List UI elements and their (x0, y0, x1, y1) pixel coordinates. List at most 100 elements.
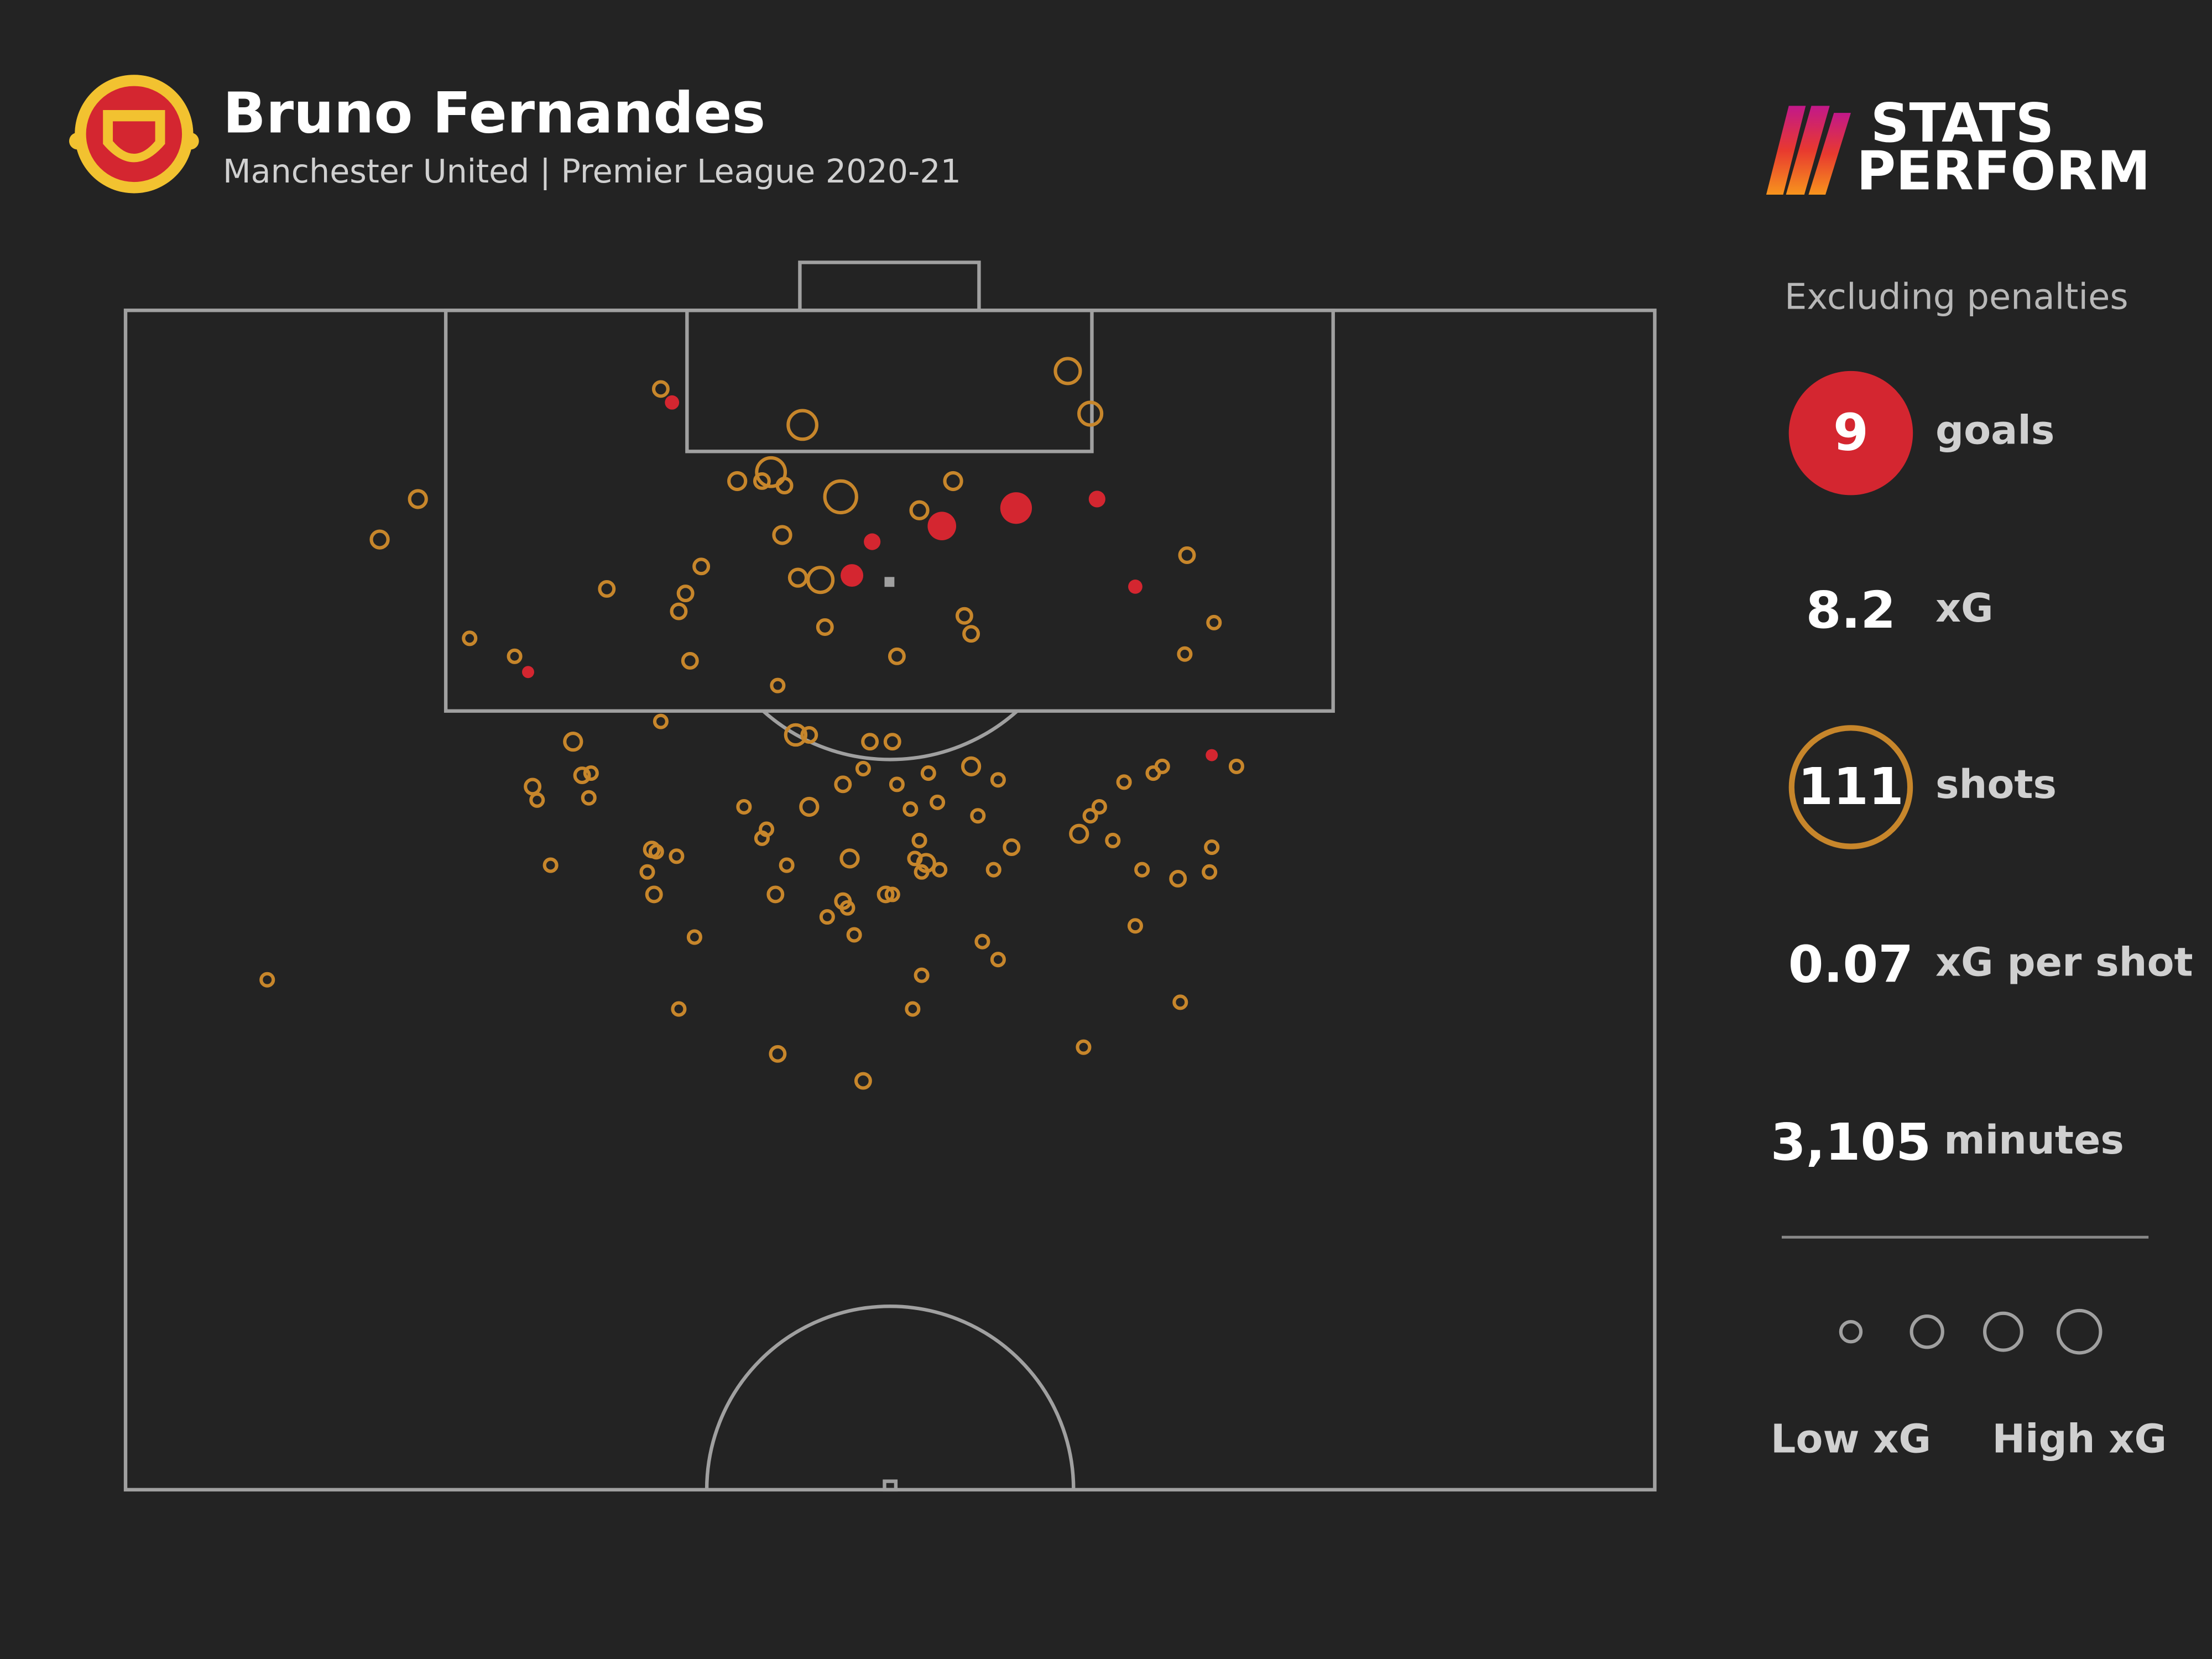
legend-size (1910, 1314, 1944, 1349)
goal-shot (1206, 749, 1218, 761)
legend-size (1839, 1319, 1863, 1344)
pitch (123, 260, 1657, 1492)
shot (1076, 1039, 1092, 1055)
shot (775, 477, 794, 495)
shot (542, 857, 559, 873)
shot (583, 765, 599, 781)
shot (1116, 774, 1132, 790)
shot (1105, 832, 1121, 848)
legend-size (1983, 1311, 2023, 1352)
shot (854, 1072, 872, 1090)
shot (1091, 799, 1107, 815)
shot (888, 647, 906, 665)
shot (686, 929, 702, 945)
shot (670, 602, 688, 620)
shot (962, 625, 980, 643)
shot (529, 792, 545, 808)
shot (639, 864, 655, 880)
brand-line: STATS (1871, 92, 2054, 154)
shot (1204, 839, 1220, 855)
shot (369, 529, 390, 550)
shot (1053, 357, 1082, 385)
goals-badge (1788, 371, 1913, 495)
shot (786, 409, 818, 441)
shot (1127, 918, 1143, 934)
shot (770, 677, 786, 693)
shot (974, 933, 990, 950)
shot (462, 630, 478, 646)
shot (884, 886, 900, 902)
shot (883, 733, 901, 751)
stats: 9 goals 8.2 xG 111 shots 0.07 xG per shot 3,105 m… (1771, 403, 2193, 1172)
shot (581, 790, 597, 806)
legend-size (2056, 1308, 2103, 1355)
shot (779, 857, 795, 873)
shot (563, 732, 583, 752)
shot (651, 380, 670, 398)
shot (819, 909, 835, 925)
shot (932, 862, 948, 878)
shot (889, 776, 905, 792)
shot (990, 952, 1006, 968)
club-crest (69, 75, 199, 194)
shot (985, 862, 1001, 878)
shot (806, 566, 835, 594)
shot (769, 1045, 787, 1063)
shot (800, 726, 818, 744)
shot (1077, 400, 1104, 427)
goal-shot (927, 512, 957, 541)
shot (766, 885, 785, 904)
shot (754, 830, 770, 846)
shot (914, 864, 930, 880)
legend (1839, 1308, 2103, 1355)
shots-badge (1788, 725, 1913, 849)
shot (653, 713, 669, 729)
shot (753, 472, 771, 490)
stat-label: xG per shot (1936, 939, 2193, 985)
shot (1169, 870, 1187, 888)
shot (943, 471, 963, 492)
shot (855, 760, 871, 776)
stat-label: minutes (1944, 1117, 2124, 1163)
shot (598, 580, 616, 598)
shot (1206, 614, 1222, 630)
shot (816, 618, 834, 636)
stats-note: Excluding penalties (1785, 276, 2128, 317)
shot (259, 972, 275, 988)
shot (834, 775, 852, 794)
shot (736, 799, 752, 815)
shot (955, 607, 973, 625)
stat-value: 9 (1833, 403, 1869, 462)
shots (259, 357, 1244, 1090)
shot (930, 794, 946, 810)
shot (990, 772, 1006, 788)
stat-value: 111 (1798, 757, 1904, 816)
shot (408, 489, 428, 509)
shot (1082, 808, 1098, 824)
shot (1178, 546, 1196, 564)
shot (823, 479, 858, 515)
shot (920, 765, 936, 781)
shot (1003, 838, 1021, 857)
shot (787, 567, 808, 588)
stat-label: shots (1936, 761, 2057, 807)
shot (905, 1001, 921, 1017)
shot (692, 557, 711, 576)
stat-value: 8.2 (1806, 581, 1896, 640)
shot (1177, 646, 1193, 662)
stat-label: xG (1936, 585, 1994, 631)
legend-high: High xG (1992, 1416, 2167, 1462)
goal-shot (864, 533, 881, 550)
subtitle: Manchester United | Premier League 2020-… (223, 153, 961, 190)
shot (676, 585, 695, 603)
legend-low: Low xG (1771, 1416, 1931, 1462)
shot (648, 844, 664, 860)
shot (573, 766, 591, 785)
shot (861, 733, 879, 751)
shot (755, 456, 787, 488)
title: Bruno Fernandes (223, 81, 765, 147)
shot (671, 1001, 687, 1017)
shot (1202, 864, 1218, 880)
